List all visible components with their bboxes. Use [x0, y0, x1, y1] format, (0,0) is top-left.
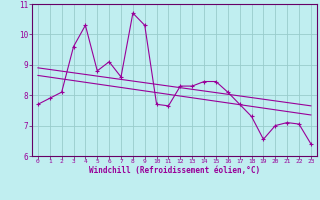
X-axis label: Windchill (Refroidissement éolien,°C): Windchill (Refroidissement éolien,°C)	[89, 166, 260, 175]
